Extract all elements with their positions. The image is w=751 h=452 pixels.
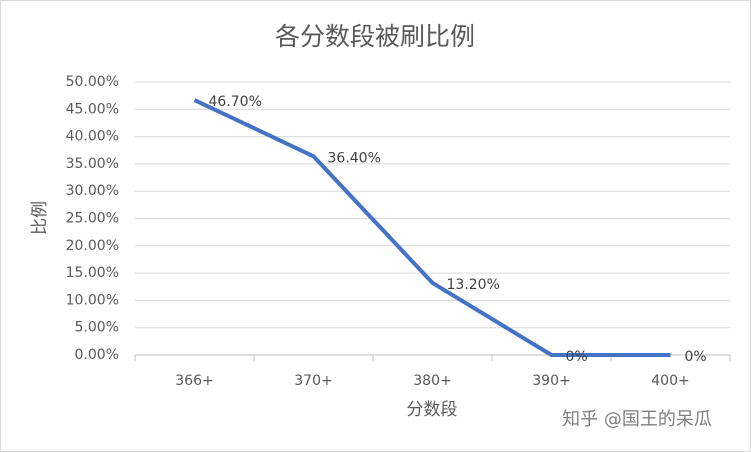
data-label: 46.70%: [209, 94, 262, 110]
watermark: 知乎 @国王的呆瓜: [562, 409, 712, 430]
x-tick-label: 400+: [651, 373, 689, 389]
y-tick-label: 40.00%: [66, 129, 119, 145]
y-tick-label: 20.00%: [66, 238, 119, 254]
x-tick-label: 366+: [175, 373, 213, 389]
y-tick-label: 35.00%: [66, 156, 119, 172]
data-label: 36.40%: [328, 150, 381, 166]
y-tick-label: 10.00%: [66, 292, 119, 308]
x-axis-title: 分数段: [407, 400, 458, 420]
chart-title: 各分数段被刷比例: [275, 22, 475, 51]
data-label: 0%: [566, 349, 588, 365]
y-tick-label: 45.00%: [66, 101, 119, 117]
y-tick-label: 30.00%: [66, 183, 119, 199]
y-tick-label: 25.00%: [66, 211, 119, 227]
data-label: 13.20%: [447, 277, 500, 293]
x-tick-label: 380+: [413, 373, 451, 389]
data-label: 0%: [685, 349, 707, 365]
y-tick-label: 5.00%: [75, 320, 119, 336]
y-axis-title: 比例: [30, 201, 50, 235]
y-tick-label: 15.00%: [66, 265, 119, 281]
y-tick-label: 50.00%: [66, 74, 119, 90]
data-line: [193, 98, 671, 357]
x-tick-label: 390+: [532, 373, 570, 389]
x-tick-label: 370+: [294, 373, 332, 389]
y-tick-label: 0.00%: [75, 347, 119, 363]
